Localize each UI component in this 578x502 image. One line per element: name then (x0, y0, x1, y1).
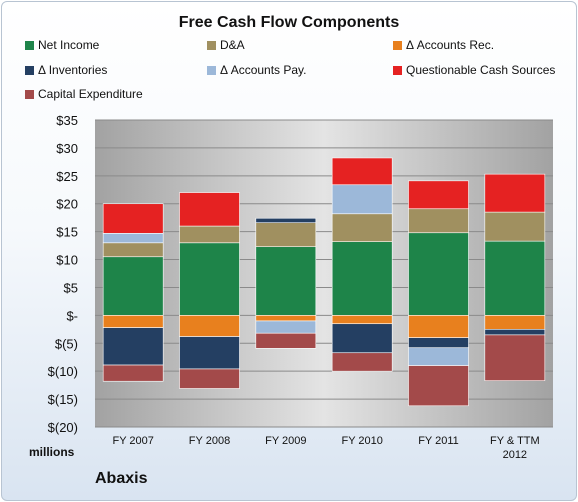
x-tick-label: FY 2009 (265, 435, 306, 447)
legend-item-questionable-cash-sources: Questionable Cash Sources (393, 63, 555, 77)
bar-segment-accounts-rec (484, 315, 546, 330)
bar-segment-d-a (484, 211, 546, 242)
y-axis-label: millions (29, 445, 75, 459)
legend-item-accounts-pay: Δ Accounts Pay. (207, 63, 307, 77)
bar-segment-net-income (102, 256, 164, 316)
bar-segment-accounts-pay (255, 320, 317, 334)
plot-area (95, 120, 553, 427)
bar-segment-net-income (408, 232, 469, 316)
bar-segment-d-a (408, 208, 469, 234)
bar-segment-accounts-pay (102, 233, 164, 244)
chart-title: Free Cash Flow Components (178, 14, 400, 31)
bar-segment-accounts-rec (102, 315, 164, 328)
bar-segment-inventories (255, 217, 317, 224)
legend-swatch (393, 66, 402, 75)
bar-segment-questionable-cash-sources (179, 192, 240, 227)
bar-segment-net-income (331, 241, 393, 316)
bar-segment-questionable-cash-sources (331, 157, 393, 186)
bar-segment-d-a (179, 225, 240, 244)
bar-segment-capital-expenditure (408, 365, 469, 407)
bar-segment-accounts-rec (179, 315, 240, 337)
y-tick-label: $35 (56, 113, 78, 128)
bar-segment-inventories (484, 329, 546, 336)
bar-segment-capital-expenditure (331, 352, 393, 372)
bar-segment-capital-expenditure (255, 332, 317, 349)
bar-segment-questionable-cash-sources (102, 203, 164, 234)
legend-item-net-income: Net Income (25, 38, 99, 52)
legend-label: Capital Expenditure (38, 87, 143, 101)
y-tick-label: $(5) (55, 336, 78, 351)
bar-segment-inventories (408, 337, 469, 349)
bar-segment-capital-expenditure (179, 368, 240, 389)
bar-segment-capital-expenditure (484, 334, 546, 381)
bar-segment-inventories (102, 327, 164, 366)
x-tick-label: 2012 (503, 449, 527, 461)
bar-segment-accounts-rec (255, 315, 317, 322)
y-tick-label: $25 (56, 169, 78, 184)
y-tick-label: $(20) (48, 420, 78, 435)
y-tick-label: $10 (56, 253, 78, 268)
legend-swatch (393, 41, 402, 50)
legend-swatch (25, 90, 34, 99)
legend-item-d-a: D&A (207, 38, 245, 52)
legend-label: D&A (220, 38, 245, 52)
x-tick-label: FY 2011 (418, 435, 459, 447)
y-tick-label: $20 (56, 197, 78, 212)
y-tick-label: $- (66, 308, 78, 323)
bar-segment-net-income (179, 242, 240, 316)
bar-segment-accounts-rec (408, 315, 469, 338)
y-tick-label: $5 (64, 280, 78, 295)
bar-segment-d-a (331, 213, 393, 242)
bar-segment-net-income (255, 246, 317, 316)
x-tick-label: FY 2010 (341, 435, 382, 447)
bar-segment-accounts-pay (408, 347, 469, 366)
legend-swatch (25, 66, 34, 75)
bar-segment-inventories (179, 336, 240, 370)
legend-item-capital-expenditure: Capital Expenditure (25, 87, 143, 101)
bar-segment-inventories (331, 323, 393, 354)
x-tick-label: FY 2007 (112, 435, 153, 447)
bar-segment-questionable-cash-sources (484, 173, 546, 213)
legend-label: Δ Inventories (38, 63, 108, 77)
bar-segment-d-a (102, 242, 164, 258)
legend-label: Questionable Cash Sources (406, 63, 556, 77)
bar-segment-d-a (255, 222, 317, 248)
x-tick-label: FY & TTM (490, 435, 540, 447)
legend-swatch (207, 66, 216, 75)
company-name: Abaxis (95, 470, 148, 487)
bar-segment-accounts-rec (331, 315, 393, 325)
bar-segment-accounts-pay (331, 184, 393, 215)
y-tick-label: $30 (56, 141, 78, 156)
legend-swatch (207, 41, 216, 50)
x-tick-label: FY 2008 (189, 435, 230, 447)
legend-label: Δ Accounts Rec. (406, 38, 495, 52)
y-tick-label: $(10) (48, 364, 78, 379)
bar-segment-net-income (484, 240, 546, 316)
legend-item-inventories: Δ Inventories (25, 63, 107, 77)
legend-label: Δ Accounts Pay. (220, 63, 307, 77)
legend-swatch (25, 41, 34, 50)
bar-segment-questionable-cash-sources (408, 180, 469, 210)
y-tick-label: $15 (56, 225, 78, 240)
bar-segment-capital-expenditure (102, 364, 164, 382)
y-tick-label: $(15) (48, 392, 78, 407)
legend-label: Net Income (38, 38, 100, 52)
legend-item-accounts-rec: Δ Accounts Rec. (393, 38, 494, 52)
